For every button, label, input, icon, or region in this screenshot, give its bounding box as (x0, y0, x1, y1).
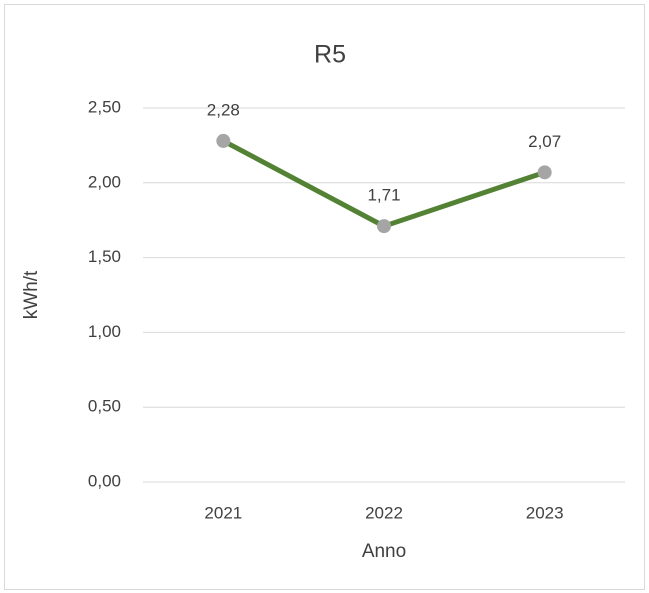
data-point (377, 219, 391, 234)
y-axis-label: kWh/t (21, 270, 42, 319)
x-tick-label: 2023 (526, 503, 564, 522)
data-label: 1,71 (367, 186, 400, 205)
y-tick-label: 2,50 (88, 97, 121, 116)
data-label: 2,28 (207, 100, 240, 119)
y-tick-label: 1,00 (88, 322, 121, 341)
y-tick-label: 2,00 (88, 172, 121, 191)
y-tick-label: 1,50 (88, 247, 121, 266)
chart-border (4, 4, 645, 590)
data-point (216, 133, 231, 148)
x-axis-label: Anno (362, 541, 406, 562)
data-label: 2,07 (528, 132, 561, 151)
chart-title: R5 (314, 41, 346, 69)
y-tick-label: 0,00 (88, 471, 121, 490)
x-tick-label: 2021 (204, 503, 242, 522)
data-point (537, 165, 552, 180)
x-tick-label: 2022 (365, 503, 403, 522)
y-tick-label: 0,50 (88, 397, 121, 416)
